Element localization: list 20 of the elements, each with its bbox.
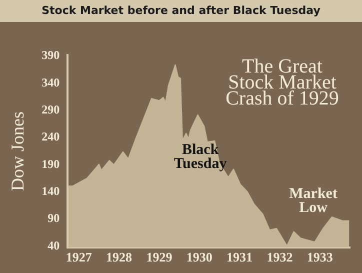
- y-tick-label: 90: [48, 211, 60, 226]
- annotation: Market Low: [289, 186, 338, 216]
- y-tick-label: 340: [42, 75, 60, 90]
- y-tick-label: 40: [48, 238, 60, 252]
- x-tick-label: 1927: [66, 250, 92, 265]
- y-axis-title: Dow Jones: [8, 111, 28, 191]
- text: The Great Stock Market Crash of 1929: [226, 55, 339, 110]
- y-tick-label: 190: [42, 156, 60, 171]
- annotation: Black Tuesday: [174, 142, 228, 172]
- y-tick-label: 140: [42, 184, 60, 198]
- y-tick-label: 390: [42, 48, 60, 62]
- y-tick-label: 290: [42, 102, 60, 117]
- x-tick-label: 1931: [226, 250, 253, 265]
- x-tick-label: 1932: [266, 250, 293, 265]
- x-tick-label: 1929: [146, 250, 173, 265]
- x-tick-label: 1933: [306, 250, 334, 265]
- chart-title: Stock Market before and after Black Tuesday: [0, 0, 362, 22]
- y-tick-label: 240: [42, 130, 60, 144]
- x-tick-label: 1928: [106, 250, 133, 265]
- x-tick-label: 1930: [186, 250, 212, 265]
